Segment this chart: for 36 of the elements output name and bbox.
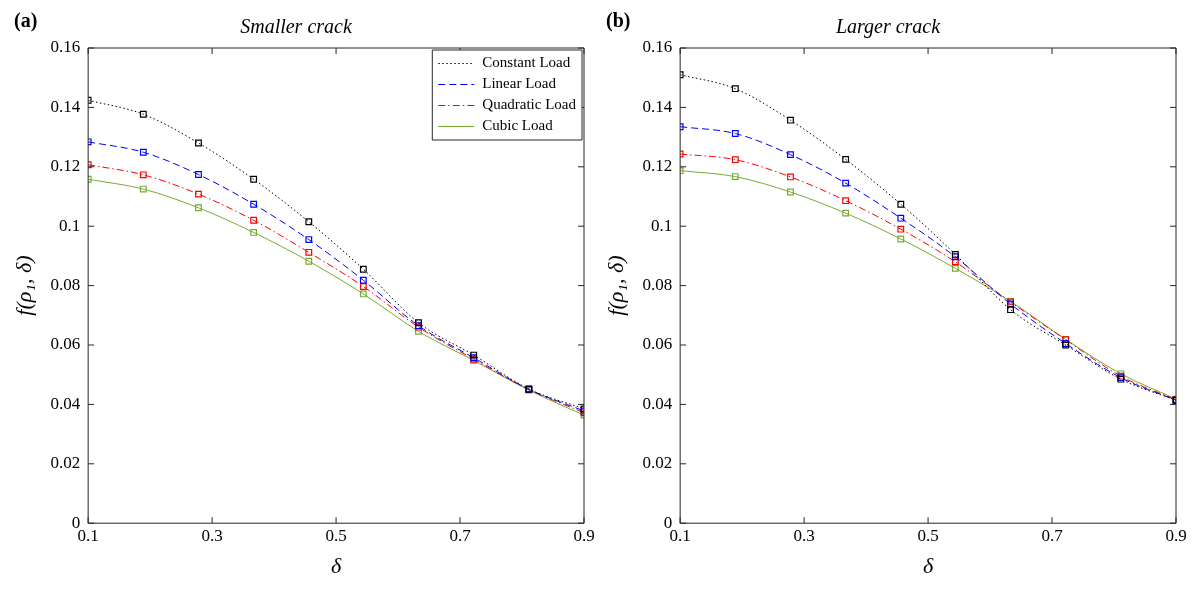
y-axis-title: f(ρ₁, δ) [10,255,36,316]
y-tick-label: 0.08 [50,275,81,295]
y-tick-label: 0.08 [642,275,673,295]
x-tick-label: 0.7 [449,525,472,545]
legend-label: Linear Load [482,75,557,92]
x-axis-title: δ [922,552,934,578]
x-tick-label: 0.9 [573,525,595,545]
chart-title: Smaller crack [240,15,353,38]
y-tick-label: 0.12 [50,156,81,176]
x-tick-label: 0.7 [1041,525,1064,545]
y-tick-label: 0.06 [50,334,81,354]
x-tick-label: 0.5 [325,525,347,545]
y-tick-label: 0.04 [642,393,673,413]
y-tick-label: 0.02 [642,453,673,473]
y-tick-label: 0.1 [650,215,673,235]
y-tick-label: 0.16 [642,37,673,57]
legend-label: Cubic Load [482,117,554,134]
y-tick-label: 0.14 [642,96,673,116]
x-tick-label: 0.5 [917,525,939,545]
chart-title: Larger crack [834,15,942,39]
x-axis-title: δ [330,552,342,578]
legend-label: Constant Load [482,54,571,71]
y-tick-label: 0.14 [50,96,81,116]
text: (b) [606,9,631,33]
x-tick-label: 0.9 [1165,525,1187,545]
x-tick-label: 0.3 [793,525,815,545]
y-tick-label: 0.06 [642,334,673,354]
x-tick-label: 0.3 [201,525,223,545]
y-tick-label: 0.16 [50,37,81,57]
y-tick-label: 0.1 [58,215,81,235]
y-tick-label: 0.04 [50,393,81,413]
y-tick-label: 0.12 [642,156,673,176]
y-axis-title: f(ρ₁, δ) [602,255,628,316]
y-tick-label: 0.02 [50,453,81,473]
legend-label: Quadratic Load [482,96,577,113]
text: (a) [14,9,38,33]
